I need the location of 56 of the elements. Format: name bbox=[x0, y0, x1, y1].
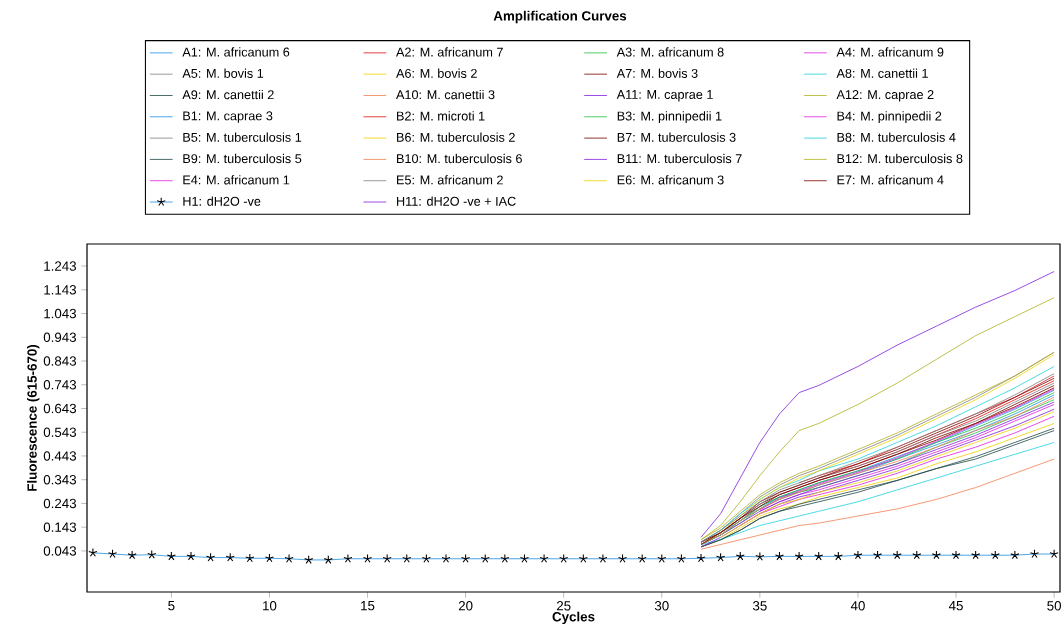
x-tick-label: 35 bbox=[752, 601, 767, 611]
y-tick-label: 0.243 bbox=[43, 498, 77, 509]
legend-label: A11: M. caprae 1 bbox=[616, 90, 713, 102]
legend-label: B12: M. tuberculosis 8 bbox=[837, 153, 963, 164]
legend-label: B10: M. tuberculosis 6 bbox=[397, 153, 522, 164]
legend-label: A1: M. africanum 6 bbox=[182, 47, 290, 57]
legend-label: E6: M. africanum 3 bbox=[617, 175, 724, 185]
x-tick-label: 15 bbox=[361, 601, 375, 611]
y-tick-label: 1.243 bbox=[44, 261, 77, 271]
legend-label: B2: M. microti 1 bbox=[397, 111, 485, 121]
y-tick-label: 0.543 bbox=[43, 427, 77, 437]
x-tick-label: 40 bbox=[850, 601, 865, 611]
legend-label: B9: M. tuberculosis 5 bbox=[183, 153, 302, 164]
y-tick-label: 0.143 bbox=[43, 522, 77, 532]
x-tick-label: 30 bbox=[654, 601, 669, 611]
y-tick-label: 0.043 bbox=[43, 546, 77, 556]
legend-label: A6: M. bovis 2 bbox=[396, 68, 477, 78]
x-tick-label: 50 bbox=[1047, 601, 1062, 611]
legend-label: B1: M. caprae 3 bbox=[183, 111, 273, 123]
legend-label: B5: M. tuberculosis 1 bbox=[183, 132, 302, 142]
legend-label: B7: M. tuberculosis 3 bbox=[617, 132, 736, 142]
legend-label: A2: M. africanum 7 bbox=[396, 47, 503, 57]
legend-label: B3: M. pinnipedii 1 bbox=[617, 111, 722, 124]
legend-label: A3: M. africanum 8 bbox=[616, 47, 724, 57]
legend-label: E5: M. africanum 2 bbox=[397, 175, 503, 185]
legend-label: B4: M. pinnipedii 2 bbox=[837, 111, 942, 124]
y-axis-title: Fluorescence (615-670) bbox=[27, 344, 40, 491]
y-tick-label: 0.643 bbox=[43, 403, 77, 414]
legend-label: E4: M. africanum 1 bbox=[183, 175, 290, 185]
y-tick-label: 0.743 bbox=[43, 380, 77, 390]
x-tick-label: 25 bbox=[556, 601, 571, 611]
y-tick-label: 1.143 bbox=[44, 285, 77, 295]
legend-label: E7: M. africanum 4 bbox=[837, 175, 944, 185]
legend-label: A12: M. caprae 2 bbox=[836, 90, 934, 102]
x-tick-label: 45 bbox=[948, 601, 963, 611]
legend-label: A9: M. canettii 2 bbox=[182, 89, 274, 100]
chart-title: Amplification Curves bbox=[493, 10, 627, 24]
legend-label: A8: M. canettii 1 bbox=[836, 68, 928, 78]
y-tick-label: 0.843 bbox=[43, 356, 77, 366]
legend-label: B6: M. tuberculosis 2 bbox=[397, 132, 515, 142]
legend-label: A4: M. africanum 9 bbox=[836, 47, 944, 57]
x-tick-label: 20 bbox=[458, 601, 473, 611]
x-axis-title: Cycles bbox=[552, 611, 595, 625]
x-tick-label: 10 bbox=[263, 601, 277, 611]
legend-label: H11: dH2O -ve + IAC bbox=[397, 196, 516, 206]
y-tick-label: 0.343 bbox=[43, 474, 77, 485]
x-tick-label: 5 bbox=[168, 601, 175, 611]
y-tick-label: 0.443 bbox=[43, 451, 77, 461]
legend-label: B8: M. tuberculosis 4 bbox=[837, 132, 956, 142]
legend-label: A5: M. bovis 1 bbox=[182, 68, 264, 78]
y-tick-label: 0.943 bbox=[43, 332, 77, 342]
y-tick-label: 1.043 bbox=[44, 308, 77, 319]
legend-label: H1: dH2O -ve bbox=[183, 196, 261, 206]
legend-label: A10: M. canettii 3 bbox=[396, 89, 495, 100]
legend-label: B11: M. tuberculosis 7 bbox=[617, 153, 742, 164]
legend-label: A7: M. bovis 3 bbox=[616, 68, 698, 78]
